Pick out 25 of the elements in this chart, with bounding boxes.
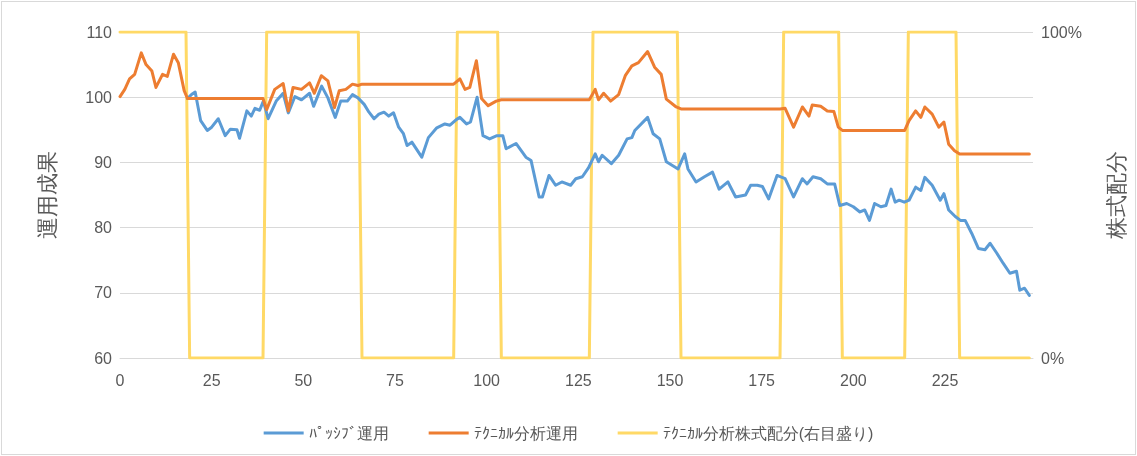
y-axis-title: 運用成果 <box>34 151 60 239</box>
line-series <box>118 50 1031 156</box>
y-tick-label: 90 <box>94 153 113 171</box>
x-tick-label: 100 <box>473 371 501 389</box>
y2-axis-title: 株式配分 <box>1103 151 1129 240</box>
x-tick-label: 50 <box>294 371 313 389</box>
line-series <box>185 84 1031 297</box>
x-tick-label: 200 <box>839 371 867 389</box>
y2-tick-label: 100% <box>1041 23 1082 41</box>
y-tick-label: 70 <box>94 284 113 302</box>
x-tick-label: 225 <box>931 371 959 389</box>
y-tick-label: 60 <box>94 349 113 367</box>
legend-label: ﾃｸﾆｶﾙ分析株式配分(右目盛り) <box>662 424 874 442</box>
y-tick-label: 80 <box>94 219 113 237</box>
x-tick-label: 150 <box>656 371 684 389</box>
x-tick-label: 0 <box>115 371 125 389</box>
x-tick-label: 25 <box>202 371 221 389</box>
x-tick-label: 75 <box>386 371 404 389</box>
legend-label: ﾃｸﾆｶﾙ分析運用 <box>473 424 578 442</box>
legend-label: ﾊﾟｯｼﾌﾞ運用 <box>308 424 389 442</box>
x-tick-label: 125 <box>564 371 592 389</box>
y-tick-label: 100 <box>85 88 113 106</box>
x-tick-label: 175 <box>748 371 776 389</box>
y-tick-label: 110 <box>86 23 113 41</box>
y2-tick-label: 0% <box>1041 349 1065 367</box>
